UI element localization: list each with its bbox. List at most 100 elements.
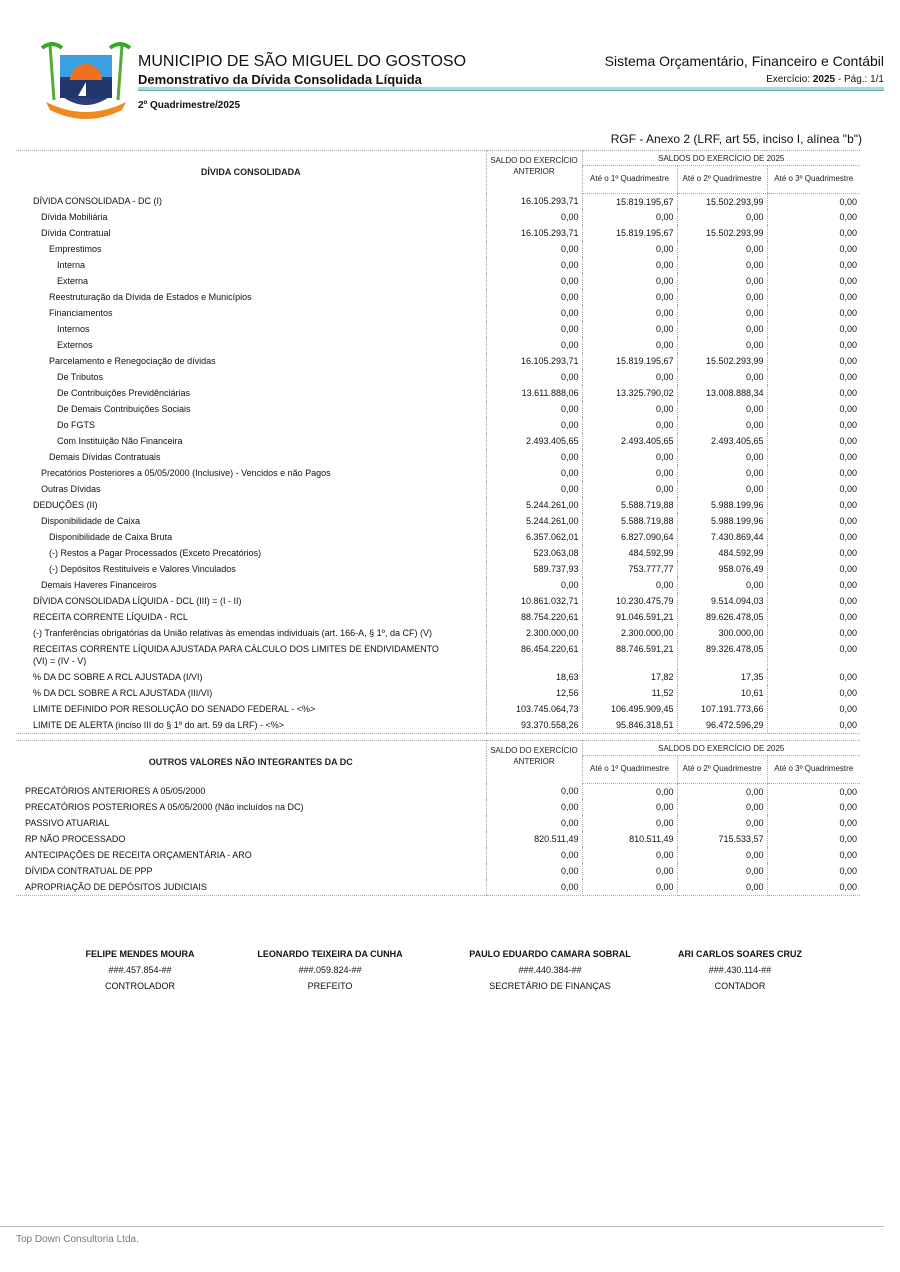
row-value: 0,00 xyxy=(677,289,768,305)
table-row: DÍVIDA CONTRATUAL DE PPP 0,00 0,00 0,00 0,0… xyxy=(16,863,860,879)
row-value: 484.592,99 xyxy=(677,545,768,561)
row-value: 0,00 xyxy=(677,417,768,433)
row-label: De Demais Contribuições Sociais xyxy=(57,404,191,414)
footer-divider xyxy=(0,1226,884,1227)
table-row: LIMITE DE ALERTA (inciso III do § 1º do … xyxy=(16,717,860,734)
row-value: 0,00 xyxy=(485,241,583,257)
signer-role: SECRETÁRIO DE FINANÇAS xyxy=(489,981,611,991)
row-value: 0,00 xyxy=(485,815,583,831)
col-group-exercise: SALDOS DO EXERCÍCIO DE 2025 xyxy=(581,740,860,756)
row-value: 0,00 xyxy=(582,465,678,481)
row-value: 0,00 xyxy=(485,783,583,799)
row-value: 0,00 xyxy=(485,289,583,305)
row-label: (-) Tranferências obrigatórias da União … xyxy=(33,628,432,638)
table-row: Financiamentos 0,00 0,00 0,00 0,00 xyxy=(16,305,860,321)
row-label: PRECATÓRIOS ANTERIORES A 05/05/2000 xyxy=(25,786,206,796)
signer-role: CONTROLADOR xyxy=(104,981,175,991)
row-value: 0,00 xyxy=(839,212,857,222)
row-label: % DA DC SOBRE A RCL AJUSTADA (I/VI) xyxy=(33,672,203,682)
signer-name: ARI CARLOS SOARES CRUZ xyxy=(677,949,802,959)
row-value: 13.325.790,02 xyxy=(582,385,678,401)
row-value: 0,00 xyxy=(839,468,857,478)
exercise-page-info: Exercício: 2025 - Pág.: 1/1 xyxy=(766,74,884,85)
row-value: 0,00 xyxy=(485,481,583,497)
row-value: 86.454.220,61 xyxy=(485,641,583,669)
report-title: Demonstrativo da Dívida Consolidada Líqu… xyxy=(138,72,422,87)
row-value: 0,00 xyxy=(485,847,583,863)
row-value: 0,00 xyxy=(677,321,768,337)
row-value: 0,00 xyxy=(839,452,857,462)
row-value: 0,00 xyxy=(677,337,768,353)
row-value: 16.105.293,71 xyxy=(485,353,583,369)
row-value: 0,00 xyxy=(582,369,678,385)
signer-id: ###.430.114-## xyxy=(708,965,772,975)
row-value: 2.493.405,65 xyxy=(485,433,583,449)
row-label: Do FGTS xyxy=(57,420,96,430)
row-label: DÍVIDA CONSOLIDADA LÍQUIDA - DCL (III) =… xyxy=(33,596,242,606)
row-value: 0,00 xyxy=(839,596,857,606)
signer-name: FELIPE MENDES MOURA xyxy=(85,949,195,959)
row-value: 0,00 xyxy=(485,321,583,337)
row-value: 7.430.869,44 xyxy=(677,529,768,545)
row-label: RECEITA CORRENTE LÍQUIDA - RCL xyxy=(33,612,188,622)
row-value: 0,00 xyxy=(839,436,857,446)
row-value: 0,00 xyxy=(582,289,678,305)
row-value: 89.326.478,05 xyxy=(677,641,768,669)
row-value: 0,00 xyxy=(582,783,678,799)
row-label: LIMITE DEFINIDO POR RESOLUÇÃO DO SENADO … xyxy=(33,704,316,714)
row-value: 13.008.888,34 xyxy=(677,385,768,401)
row-label: Demais Dívidas Contratuais xyxy=(49,452,161,462)
row-value: 523.063,08 xyxy=(485,545,583,561)
row-value: 5.244.261,00 xyxy=(485,513,583,529)
row-value: 958.076,49 xyxy=(677,561,768,577)
row-value: 0,00 xyxy=(677,369,768,385)
municipal-coat-of-arms-logo xyxy=(40,42,132,119)
row-value: 12,56 xyxy=(485,685,583,701)
row-value: 89.626.478,05 xyxy=(677,609,768,625)
row-value: 0,00 xyxy=(839,484,857,494)
row-value: 0,00 xyxy=(485,417,583,433)
table-row: Externa 0,00 0,00 0,00 0,00 xyxy=(16,273,860,289)
row-value: 0,00 xyxy=(839,612,857,622)
table-row: De Demais Contribuições Sociais 0,00 0,00… xyxy=(16,401,860,417)
row-label: % DA DCL SOBRE A RCL AJUSTADA (III/VI) xyxy=(33,688,213,698)
row-value: 10.230.475,79 xyxy=(582,593,678,609)
row-value: 96.472.596,29 xyxy=(677,717,768,734)
row-value: 17,35 xyxy=(677,669,768,685)
row-label: De Tributos xyxy=(57,372,104,382)
table-row: PRECATÓRIOS ANTERIORES A 05/05/2000 0,00… xyxy=(16,783,860,799)
row-value: 0,00 xyxy=(582,401,678,417)
table-row: Do FGTS 0,00 0,00 0,00 0,00 xyxy=(16,417,860,433)
row-label: Financiamentos xyxy=(49,308,113,318)
table-row: RECEITA CORRENTE LÍQUIDA - RCL 88.754.22… xyxy=(16,609,860,625)
signer-id: ###.440.384-## xyxy=(518,965,582,975)
row-value: 0,00 xyxy=(582,273,678,289)
row-value: 93.370.558,26 xyxy=(485,717,583,734)
table-row: % DA DCL SOBRE A RCL AJUSTADA (III/VI) 1… xyxy=(16,685,860,701)
row-value: 0,00 xyxy=(839,404,857,414)
row-value: 18,63 xyxy=(485,669,583,685)
row-value: 88.754.220,61 xyxy=(485,609,583,625)
table-row: (-) Depósitos Restituíveis e Valores Vin… xyxy=(16,561,860,577)
row-value: 0,00 xyxy=(839,628,857,638)
table-row: Precatórios Posteriores a 05/05/2000 (In… xyxy=(16,465,860,481)
col-previous-balance: SALDO DO EXERCÍCIO ANTERIOR xyxy=(485,740,582,783)
row-value: 0,00 xyxy=(677,863,768,879)
row-value: 0,00 xyxy=(677,481,768,497)
row-value: 95.846.318,51 xyxy=(582,717,678,734)
row-value: 0,00 xyxy=(839,388,857,398)
table-row: DÍVIDA CONSOLIDADA LÍQUIDA - DCL (III) =… xyxy=(16,593,860,609)
row-label: LIMITE DE ALERTA (inciso III do § 1º do … xyxy=(16,717,486,734)
table-row: DEDUÇÕES (II) 5.244.261,00 5.588.719,88 5.… xyxy=(16,497,860,513)
table-row: De Contribuições Previdênciárias 13.611.… xyxy=(16,385,860,401)
row-value: 17,82 xyxy=(582,669,678,685)
row-value: 0,00 xyxy=(582,321,678,337)
col-q1: Até o 1º Quadrimestre xyxy=(581,165,677,194)
row-value: 9.514.094,03 xyxy=(677,593,768,609)
system-name: Sistema Orçamentário, Financeiro e Contá… xyxy=(604,53,884,69)
row-label: Emprestimos xyxy=(49,244,102,254)
table-row: (-) Tranferências obrigatórias da União … xyxy=(16,625,860,641)
row-value: 0,00 xyxy=(839,548,857,558)
table-title: DÍVIDA CONSOLIDADA xyxy=(16,150,486,193)
